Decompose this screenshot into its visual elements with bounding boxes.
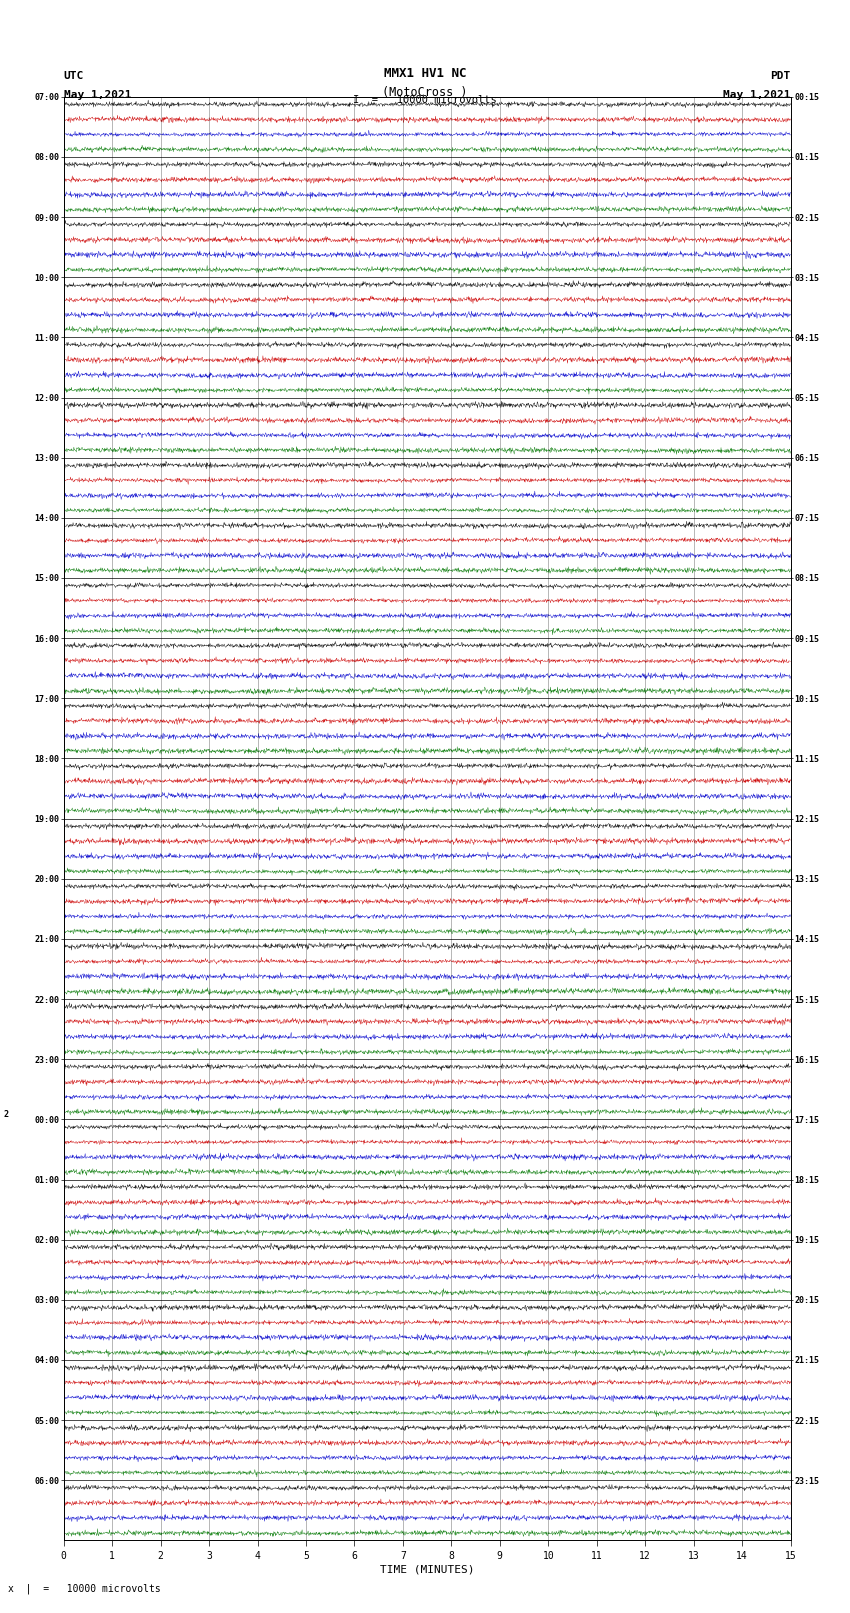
Text: (MotoCross ): (MotoCross ) — [382, 85, 468, 100]
Text: UTC: UTC — [64, 71, 84, 81]
Text: x  |  =   10000 microvolts: x | = 10000 microvolts — [8, 1582, 162, 1594]
X-axis label: TIME (MINUTES): TIME (MINUTES) — [380, 1565, 474, 1574]
Text: May 2: May 2 — [0, 1110, 9, 1119]
Text: May 1,2021: May 1,2021 — [723, 90, 791, 100]
Text: MMX1 HV1 NC: MMX1 HV1 NC — [383, 66, 467, 79]
Text: May 1,2021: May 1,2021 — [64, 90, 131, 100]
Text: I  =   10000 microvolts: I = 10000 microvolts — [353, 95, 497, 105]
Text: PDT: PDT — [770, 71, 790, 81]
